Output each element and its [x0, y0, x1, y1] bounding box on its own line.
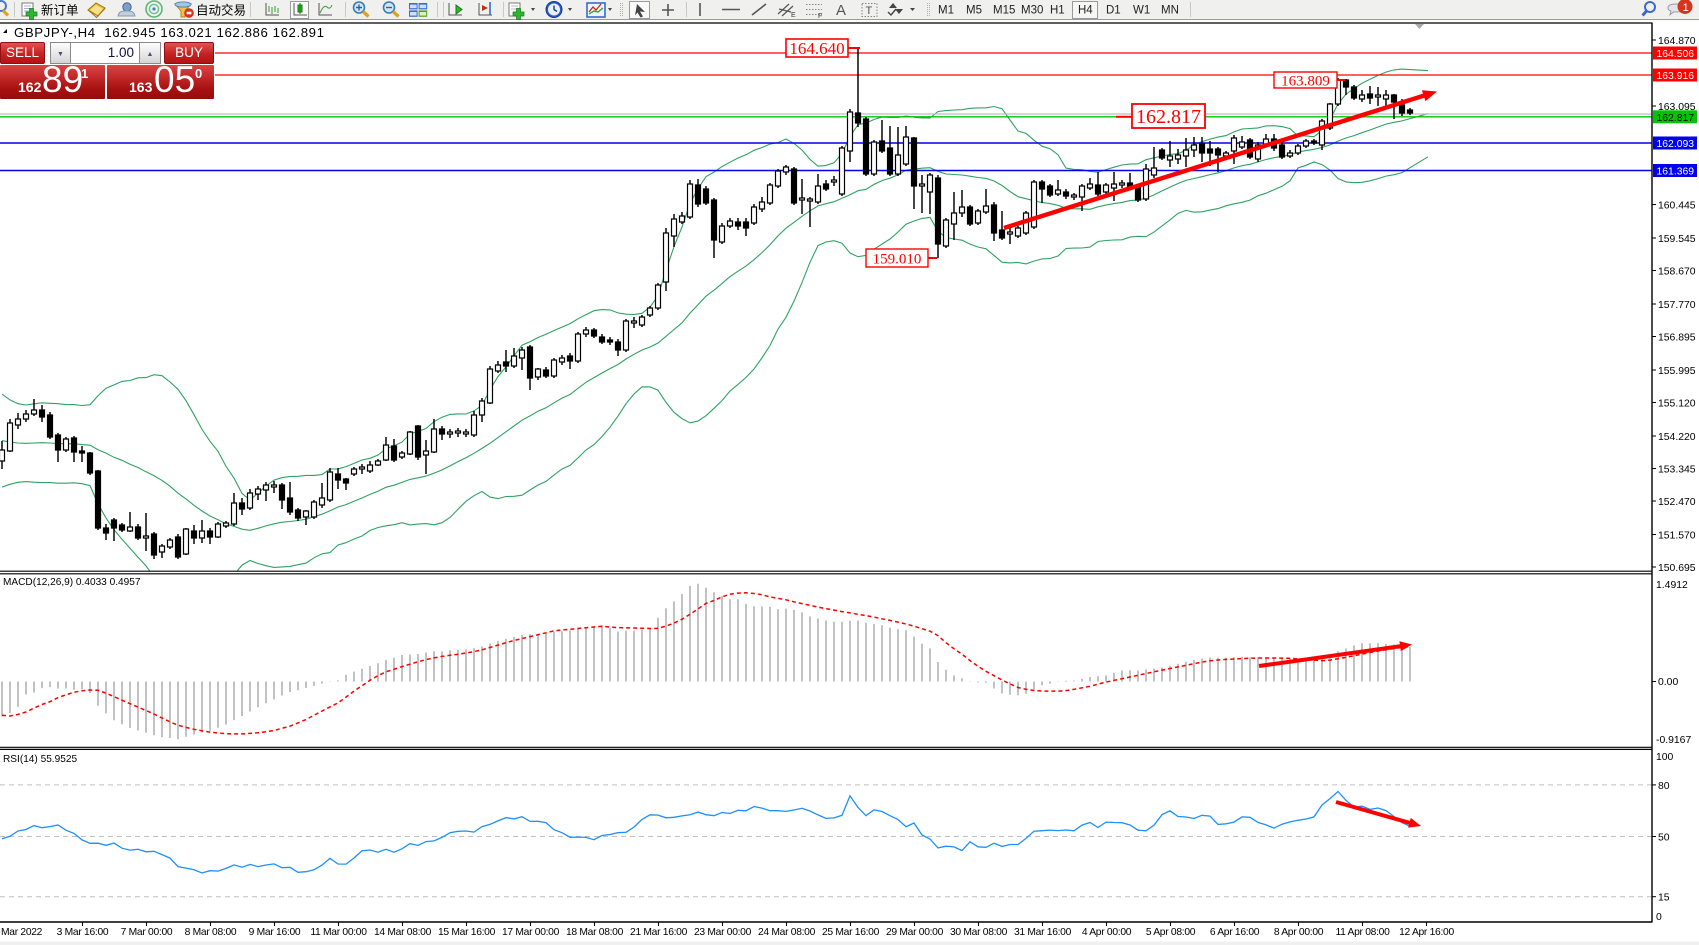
svg-text:163.916: 163.916 — [1657, 71, 1695, 82]
svg-text:1.4912: 1.4912 — [1656, 580, 1688, 591]
svg-text:新订单: 新订单 — [41, 3, 79, 18]
svg-text:0.00: 0.00 — [1658, 677, 1678, 688]
svg-text:12 Apr 16:00: 12 Apr 16:00 — [1399, 927, 1454, 938]
svg-text:164.506: 164.506 — [1657, 49, 1695, 60]
svg-text:自动交易: 自动交易 — [196, 3, 246, 18]
svg-text:21 Mar 16:00: 21 Mar 16:00 — [630, 927, 688, 938]
svg-text:18 Mar 08:00: 18 Mar 08:00 — [566, 927, 624, 938]
svg-text:17 Mar 00:00: 17 Mar 00:00 — [502, 927, 560, 938]
svg-text:29 Mar 00:00: 29 Mar 00:00 — [886, 927, 944, 938]
svg-text:H4: H4 — [1078, 5, 1093, 17]
svg-text:11 Apr 08:00: 11 Apr 08:00 — [1335, 927, 1390, 938]
svg-text:159.545: 159.545 — [1658, 234, 1696, 245]
svg-text:151.570: 151.570 — [1658, 531, 1696, 542]
svg-text:11 Mar 00:00: 11 Mar 00:00 — [310, 927, 367, 938]
svg-text:156.895: 156.895 — [1658, 333, 1696, 344]
svg-text:7 Mar 00:00: 7 Mar 00:00 — [121, 927, 173, 938]
svg-text:MACD(12,26,9) 0.4033 0.4957: MACD(12,26,9) 0.4033 0.4957 — [3, 577, 141, 588]
svg-text:M1: M1 — [938, 5, 954, 17]
svg-text:1: 1 — [1683, 2, 1689, 14]
svg-text:A: A — [836, 2, 846, 19]
svg-text:153.345: 153.345 — [1658, 465, 1696, 476]
svg-text:158.670: 158.670 — [1658, 267, 1696, 278]
svg-text:161.369: 161.369 — [1657, 167, 1695, 178]
svg-text:RSI(14) 55.9525: RSI(14) 55.9525 — [3, 754, 77, 765]
svg-text:GBPJPY-,H4 162.945 163.021 16: GBPJPY-,H4 162.945 163.021 162.886 162.8… — [14, 25, 325, 40]
svg-text:5 Apr 08:00: 5 Apr 08:00 — [1146, 927, 1196, 938]
svg-text:F: F — [818, 13, 822, 20]
svg-text:50: 50 — [1658, 833, 1670, 844]
svg-text:15: 15 — [1658, 893, 1670, 904]
svg-text:MN: MN — [1161, 5, 1179, 17]
svg-text:8 Mar 08:00: 8 Mar 08:00 — [185, 927, 237, 938]
svg-text:M15: M15 — [993, 5, 1015, 17]
svg-text:163.095: 163.095 — [1658, 102, 1696, 113]
svg-text:6 Apr 16:00: 6 Apr 16:00 — [1210, 927, 1260, 938]
svg-text:80: 80 — [1658, 781, 1670, 792]
svg-text:Mar 2022: Mar 2022 — [1, 927, 43, 938]
svg-text:152.470: 152.470 — [1658, 497, 1696, 508]
svg-text:155.120: 155.120 — [1658, 399, 1696, 410]
svg-text:9 Mar 16:00: 9 Mar 16:00 — [249, 927, 301, 938]
svg-text:M5: M5 — [966, 5, 982, 17]
svg-text:T: T — [866, 5, 873, 17]
svg-text:155.995: 155.995 — [1658, 366, 1696, 377]
svg-text:15 Mar 16:00: 15 Mar 16:00 — [438, 927, 496, 938]
svg-text:0: 0 — [1656, 912, 1662, 923]
svg-text:150.695: 150.695 — [1658, 563, 1696, 574]
svg-text:100: 100 — [1656, 752, 1674, 763]
svg-text:164.870: 164.870 — [1658, 36, 1696, 47]
svg-text:162.817: 162.817 — [1136, 106, 1201, 128]
svg-text:-0.9167: -0.9167 — [1656, 735, 1691, 746]
svg-text:24 Mar 08:00: 24 Mar 08:00 — [758, 927, 816, 938]
svg-text:D1: D1 — [1106, 5, 1121, 17]
svg-text:162.093: 162.093 — [1657, 139, 1695, 150]
svg-text:W1: W1 — [1133, 5, 1150, 17]
svg-text:E: E — [791, 12, 796, 19]
svg-text:23 Mar 00:00: 23 Mar 00:00 — [694, 927, 752, 938]
svg-text:162.817: 162.817 — [1657, 113, 1695, 124]
svg-text:154.220: 154.220 — [1658, 432, 1696, 443]
svg-text:159.010: 159.010 — [873, 251, 922, 267]
svg-text:164.640: 164.640 — [789, 39, 844, 58]
svg-text:4 Apr 00:00: 4 Apr 00:00 — [1082, 927, 1132, 938]
svg-text:157.770: 157.770 — [1658, 300, 1696, 311]
svg-text:M30: M30 — [1021, 5, 1043, 17]
svg-text:25 Mar 16:00: 25 Mar 16:00 — [822, 927, 880, 938]
svg-text:30 Mar 08:00: 30 Mar 08:00 — [950, 927, 1008, 938]
svg-text:163.809: 163.809 — [1281, 73, 1330, 89]
svg-text:8 Apr 00:00: 8 Apr 00:00 — [1274, 927, 1324, 938]
svg-text:H1: H1 — [1050, 5, 1065, 17]
svg-text:160.445: 160.445 — [1658, 201, 1696, 212]
svg-text:31 Mar 16:00: 31 Mar 16:00 — [1014, 927, 1072, 938]
svg-text:14 Mar 08:00: 14 Mar 08:00 — [374, 927, 432, 938]
svg-text:3 Mar 16:00: 3 Mar 16:00 — [57, 927, 109, 938]
